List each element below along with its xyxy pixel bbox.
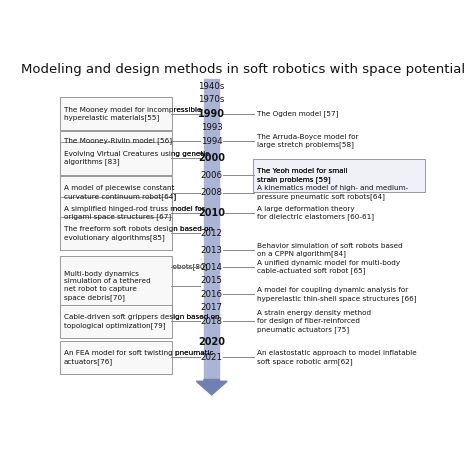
Text: A strain energy density method
for design of fiber-reinforced
pneumatic actuator: A strain energy density method for desig… — [257, 310, 371, 332]
Text: 2016: 2016 — [201, 290, 223, 299]
Text: 2020: 2020 — [198, 337, 225, 347]
Text: 1993: 1993 — [201, 123, 223, 132]
Text: An elastostatic approach to model inflatable
soft space robotic arm[62]: An elastostatic approach to model inflat… — [257, 350, 417, 365]
Text: The freeform soft robots design based on
evolutionary algorithms[85]: The freeform soft robots design based on… — [64, 226, 213, 241]
FancyBboxPatch shape — [60, 341, 172, 374]
Text: 1990: 1990 — [198, 109, 225, 119]
FancyBboxPatch shape — [60, 256, 172, 316]
FancyBboxPatch shape — [60, 176, 172, 209]
Text: The freeform soft robots design based on
evolutionary algorithms[85]: The freeform soft robots design based on… — [64, 226, 213, 241]
Text: 2015: 2015 — [201, 276, 223, 285]
Text: The Arruda-Boyce model for
large stretch problems[58]: The Arruda-Boyce model for large stretch… — [257, 134, 358, 148]
Text: 2021: 2021 — [201, 353, 223, 362]
FancyBboxPatch shape — [60, 305, 172, 338]
Text: 2008: 2008 — [201, 188, 223, 197]
Text: Modeling and design methods in soft robotics with space potential: Modeling and design methods in soft robo… — [21, 63, 465, 76]
Text: A simplified hinged-rod truss model for
origami space structures [67]: A simplified hinged-rod truss model for … — [64, 206, 205, 220]
Text: 2017: 2017 — [201, 303, 223, 312]
Text: The Mooney-Rivlin model [56]: The Mooney-Rivlin model [56] — [64, 138, 172, 145]
Text: 2018: 2018 — [201, 317, 223, 326]
Text: 2012: 2012 — [201, 229, 223, 238]
Text: The Yeoh model for small
strain problems [59]: The Yeoh model for small strain problems… — [257, 168, 347, 183]
Text: 1940s: 1940s — [199, 82, 225, 91]
Text: A unified dynamic model for multi-body
cable-actuated soft robot [65]: A unified dynamic model for multi-body c… — [257, 260, 400, 274]
Text: Evolving Virtual Creatures using genetic
algorithms [83]: Evolving Virtual Creatures using genetic… — [64, 151, 210, 166]
Text: The Mooney-Rivlin model [56]: The Mooney-Rivlin model [56] — [64, 138, 172, 145]
Text: 2014: 2014 — [201, 263, 223, 272]
Text: A kinematics model of high- and medium-
pressure pneumatic soft robots[64]: A kinematics model of high- and medium- … — [257, 186, 408, 200]
FancyBboxPatch shape — [253, 159, 426, 192]
Text: A model of piecewise constant
curvature continuum robot[64]: A model of piecewise constant curvature … — [64, 186, 176, 200]
Text: An FEA model for soft twisting pneumatic
actuators[76]: An FEA model for soft twisting pneumatic… — [64, 350, 213, 365]
Text: The Mooney model for incompressible
hyperelastic materials[55]: The Mooney model for incompressible hype… — [64, 106, 201, 121]
Text: Multi-body dynamics
simulation of a tethered
net robot to capture
space debris[7: Multi-body dynamics simulation of a teth… — [64, 271, 151, 301]
Text: Evolving Virtual Creatures using genetic
algorithms [83]: Evolving Virtual Creatures using genetic… — [64, 151, 210, 166]
FancyBboxPatch shape — [60, 142, 172, 175]
Text: Automatic generation of soft robots[80]: Automatic generation of soft robots[80] — [64, 264, 208, 271]
Text: 2006: 2006 — [201, 171, 223, 180]
Text: A model for coupling dynamic analysis for
hyperelastic thin-shell space structur: A model for coupling dynamic analysis fo… — [257, 287, 416, 301]
Text: 1994: 1994 — [201, 137, 223, 146]
Text: A model of piecewise constant
curvature continuum robot[64]: A model of piecewise constant curvature … — [64, 186, 176, 200]
Text: Cable-driven soft grippers design based on
topological optimization[79]: Cable-driven soft grippers design based … — [64, 314, 219, 329]
FancyBboxPatch shape — [60, 97, 172, 130]
Text: 2000: 2000 — [198, 153, 225, 163]
Text: 2010: 2010 — [198, 208, 225, 218]
FancyBboxPatch shape — [60, 131, 172, 151]
Text: The Ogden model [57]: The Ogden model [57] — [257, 110, 338, 117]
Text: A large deformation theory
for dielectric elastomers [60-61]: A large deformation theory for dielectri… — [257, 206, 374, 220]
Text: 2013: 2013 — [201, 246, 223, 255]
Text: The Mooney model for incompressible
hyperelastic materials[55]: The Mooney model for incompressible hype… — [64, 106, 201, 121]
Bar — [204, 79, 219, 380]
Text: The Yeoh model for small
strain problems [59]: The Yeoh model for small strain problems… — [257, 168, 347, 183]
Text: An FEA model for soft twisting pneumatic
actuators[76]: An FEA model for soft twisting pneumatic… — [64, 350, 213, 365]
Text: Behavior simulation of soft robots based
on a CPPN algorithm[84]: Behavior simulation of soft robots based… — [257, 243, 402, 258]
Text: Multi-body dynamics
simulation of a tethered
net robot to capture
space debris[7: Multi-body dynamics simulation of a teth… — [64, 271, 151, 301]
Text: 1970s: 1970s — [199, 95, 225, 104]
FancyBboxPatch shape — [60, 197, 172, 229]
Text: A simplified hinged-rod truss model for
origami space structures [67]: A simplified hinged-rod truss model for … — [64, 206, 205, 220]
FancyBboxPatch shape — [60, 217, 172, 250]
Text: Cable-driven soft grippers design based on
topological optimization[79]: Cable-driven soft grippers design based … — [64, 314, 219, 329]
FancyArrow shape — [196, 379, 227, 395]
